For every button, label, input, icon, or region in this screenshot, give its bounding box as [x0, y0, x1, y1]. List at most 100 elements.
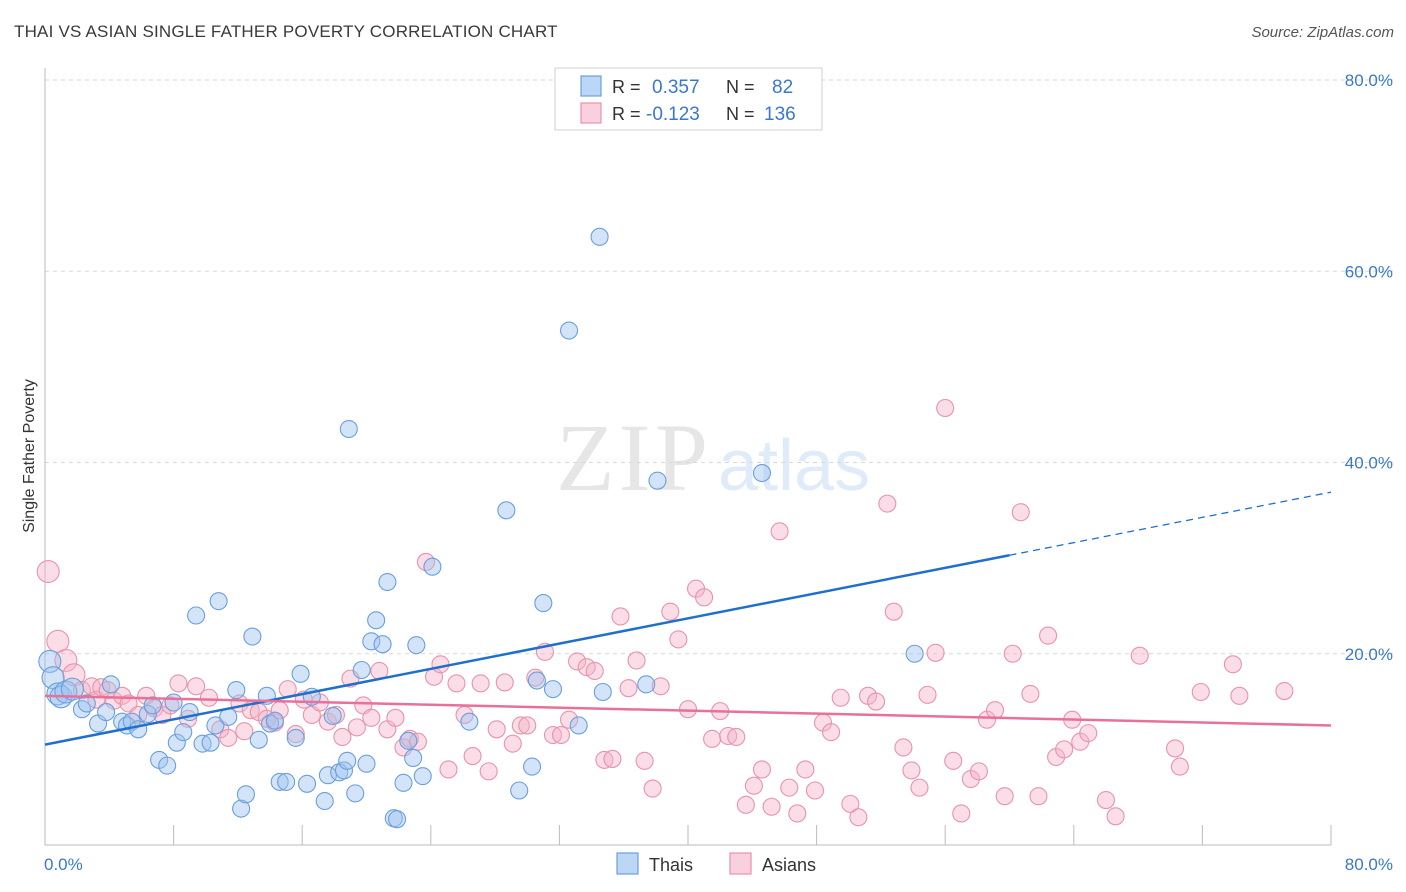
asians-point	[431, 655, 450, 674]
asians-point	[1055, 740, 1074, 759]
asians-point	[770, 522, 789, 541]
asians-point	[669, 630, 688, 649]
legend-n-label-asians: N =	[726, 104, 755, 124]
asians-point	[479, 762, 498, 781]
chart-title: THAI VS ASIAN SINGLE FATHER POVERTY CORR…	[14, 22, 558, 41]
source-label: Source: ZipAtlas.com	[1251, 24, 1394, 41]
thais-point	[593, 682, 612, 702]
thais-point	[497, 501, 516, 520]
thais-point	[378, 572, 397, 592]
asians-point	[985, 701, 1005, 720]
asians-point	[199, 688, 219, 707]
asians-series	[36, 398, 1294, 827]
y-axis-label: Single Father Poverty	[21, 379, 38, 533]
asians-point	[1275, 681, 1294, 701]
thais-point	[334, 761, 354, 780]
legend-r-label-thais: R =	[612, 77, 641, 97]
asians-point	[796, 760, 815, 779]
asians-point	[439, 760, 458, 779]
legend-n-value-thais: 82	[772, 77, 793, 98]
thais-point	[367, 611, 386, 630]
asians-point	[952, 804, 971, 823]
thais-point	[158, 756, 177, 775]
legend-bottom-label-asians: Asians	[762, 855, 816, 875]
thais-point	[249, 730, 268, 749]
asians-point	[286, 725, 305, 744]
series-legend: Thais Asians	[616, 852, 816, 875]
asians-point	[884, 602, 903, 621]
legend-n-value-asians: 136	[764, 104, 796, 125]
y-tick-labels: 20.0% 40.0% 60.0% 80.0%	[1345, 71, 1393, 664]
asians-point	[744, 776, 763, 795]
asians-point	[1130, 646, 1149, 665]
asians-point	[559, 710, 579, 729]
asians-point	[408, 732, 427, 751]
thais-point	[404, 748, 423, 768]
thais-point	[164, 693, 183, 712]
asians-point	[333, 727, 352, 746]
asians-point	[944, 751, 963, 770]
thais-point	[752, 463, 771, 483]
asians-point	[526, 668, 545, 687]
axes	[44, 68, 1332, 846]
asians-point	[487, 720, 506, 739]
thais-point	[346, 784, 365, 803]
asians-point	[603, 749, 622, 768]
thais-point	[243, 627, 262, 646]
gridlines	[45, 79, 1395, 655]
asians-point	[551, 725, 571, 745]
asians-point	[1170, 757, 1189, 776]
asians-point	[831, 688, 850, 707]
asians-point	[1039, 626, 1058, 645]
thais-trend-extension	[1009, 491, 1332, 556]
thais-point	[399, 731, 418, 750]
asians-point	[1191, 682, 1210, 702]
asians-point	[727, 727, 746, 746]
x-tick-label-min: 0.0%	[44, 855, 83, 874]
legend-r-value-thais: 0.357	[652, 77, 700, 98]
trend-lines	[44, 491, 1332, 746]
asians-point	[219, 728, 238, 747]
legend-r-label-asians: R =	[612, 104, 641, 124]
asians-point	[736, 795, 755, 814]
legend-r-value-asians: -0.123	[646, 104, 700, 125]
legend-bottom-label-thais: Thais	[649, 855, 693, 875]
x-tick-label-max: 80.0%	[1345, 855, 1393, 874]
asians-point	[635, 751, 654, 770]
thais-point	[559, 321, 579, 340]
asians-point	[161, 696, 180, 715]
thais-point	[534, 594, 553, 613]
asians-point	[72, 681, 92, 700]
thais-point	[138, 704, 157, 724]
asians-point	[611, 607, 630, 626]
thais-point	[648, 471, 667, 490]
y-tick-label: 40.0%	[1345, 454, 1393, 473]
thais-point	[527, 671, 546, 690]
thais-point	[387, 810, 407, 829]
legend-swatch-thais	[580, 75, 602, 97]
thais-point	[260, 714, 280, 733]
asians-point	[1003, 644, 1022, 663]
asians-point	[463, 747, 482, 766]
thais-point	[187, 606, 206, 625]
thais-trend-line	[44, 554, 1010, 746]
asians-point	[129, 705, 148, 725]
asians-point	[643, 779, 662, 798]
asians-point	[926, 643, 945, 662]
asians-point	[1029, 787, 1048, 806]
asians-point	[1011, 503, 1030, 522]
watermark-atlas: atlas	[718, 426, 870, 506]
thais-point	[286, 728, 305, 747]
thais-point	[362, 632, 381, 651]
thais-point	[291, 664, 310, 683]
asians-point	[447, 674, 466, 693]
asians-point	[661, 602, 680, 621]
legend-swatch-asians	[580, 102, 602, 124]
thais-point	[77, 694, 96, 713]
thais-point	[232, 799, 251, 818]
thais-point	[206, 716, 225, 735]
thais-point	[637, 675, 656, 694]
asians-point	[805, 781, 825, 800]
thais-point	[413, 767, 432, 786]
